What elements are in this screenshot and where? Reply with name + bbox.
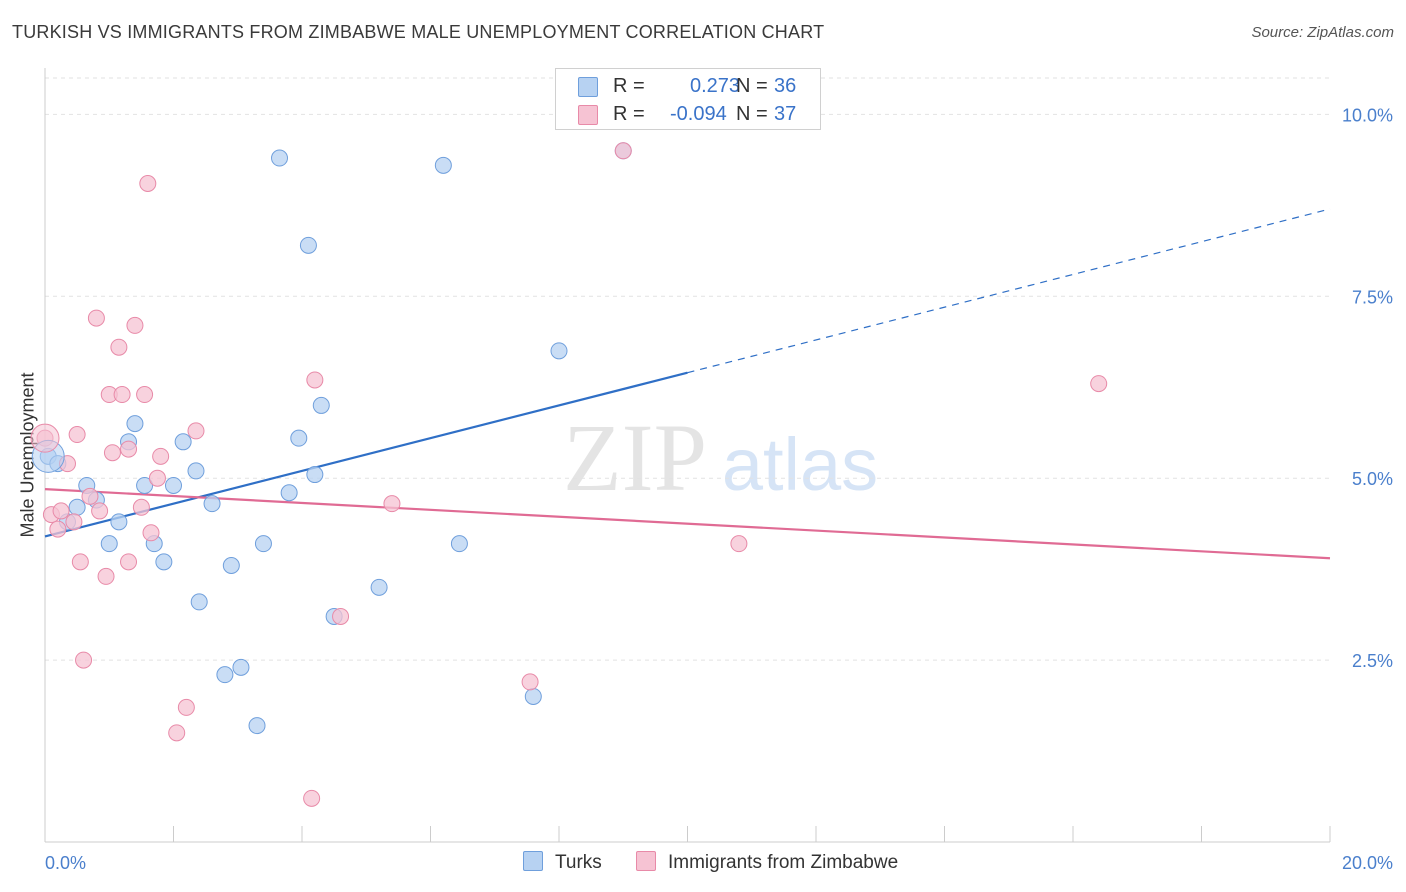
r-label: R = <box>613 103 645 125</box>
zimbabwe-point <box>126 316 144 334</box>
zimbabwe-point <box>120 440 138 458</box>
turks-point <box>68 498 86 516</box>
turks-point <box>248 717 266 735</box>
turks-point <box>290 429 308 447</box>
zimbabwe-point <box>81 487 99 505</box>
legend-item-turks: Turks <box>523 851 602 874</box>
stats-legend: R = 0.273 N = 36 R = -0.094 N = 37 <box>555 68 821 130</box>
n-label: N = <box>736 75 768 97</box>
zimbabwe-point <box>97 567 115 585</box>
grid-lines <box>45 77 1330 661</box>
y-tick-label: 5.0% <box>1352 469 1393 489</box>
turks-point <box>232 658 250 676</box>
turks-point <box>190 593 208 611</box>
zimbabwe-point <box>103 444 121 462</box>
turks-point <box>299 236 317 254</box>
y-tick-label: 10.0% <box>1342 105 1393 125</box>
y-tick-label: 2.5% <box>1352 651 1393 671</box>
watermark-atlas: atlas <box>722 423 878 506</box>
zimbabwe-trendline <box>44 488 1331 560</box>
turks-point <box>203 495 221 513</box>
r-value: 0.273 <box>690 75 741 97</box>
legend-item-zimbabwe: Immigrants from Zimbabwe <box>636 851 898 874</box>
zimbabwe-point <box>730 535 748 553</box>
turks-point <box>434 156 452 174</box>
y-tick-label: 7.5% <box>1352 287 1393 307</box>
chart-title: TURKISH VS IMMIGRANTS FROM ZIMBABWE MALE… <box>12 22 825 42</box>
zimbabwe-point <box>75 651 93 669</box>
turks-swatch <box>578 77 598 97</box>
turks-point <box>155 553 173 571</box>
turks-point <box>550 342 568 360</box>
turks-point <box>126 415 144 433</box>
n-value: 36 <box>774 75 797 97</box>
tick-labels: 2.5% 5.0% 7.5% 10.0% 0.0% 20.0% <box>45 105 1393 873</box>
x-tick-label: 20.0% <box>1342 853 1393 873</box>
turks-point <box>174 433 192 451</box>
turks-point <box>271 149 289 167</box>
turks-point <box>312 396 330 414</box>
zimbabwe-point <box>383 495 401 513</box>
zimbabwe-point <box>177 698 195 716</box>
turks-point <box>254 535 272 553</box>
zimbabwe-point <box>110 338 128 356</box>
zimbabwe-swatch <box>578 105 598 125</box>
turks-point <box>216 666 234 684</box>
zimbabwe-point <box>332 607 350 625</box>
turks-point <box>524 687 542 705</box>
turks-point <box>370 578 388 596</box>
turks-legend-label: Turks <box>555 852 602 873</box>
data-points <box>30 142 1108 807</box>
zimbabwe-point <box>306 371 324 389</box>
watermark-zip: ZIP <box>563 404 707 511</box>
zimbabwe-point <box>148 469 166 487</box>
zimbabwe-point <box>65 513 83 531</box>
turks-point <box>222 557 240 575</box>
zimbabwe-point <box>68 426 86 444</box>
r-label: R = <box>613 75 645 97</box>
turks-point <box>280 484 298 502</box>
turks-trendline-extension <box>687 208 1331 374</box>
zimbabwe-point <box>1090 375 1108 393</box>
x-tick-label: 0.0% <box>45 853 86 873</box>
zimbabwe-point <box>91 502 109 520</box>
zimbabwe-point <box>136 386 154 404</box>
n-value: 37 <box>774 103 797 125</box>
turks-point <box>110 513 128 531</box>
zimbabwe-point <box>187 422 205 440</box>
zimbabwe-point <box>49 520 67 538</box>
zimbabwe-point <box>52 502 70 520</box>
zimbabwe-point <box>132 498 150 516</box>
zimbabwe-point <box>303 789 321 807</box>
zimbabwe-point <box>120 553 138 571</box>
zimbabwe-point <box>152 447 170 465</box>
turks-point <box>450 535 468 553</box>
zimbabwe-legend-swatch <box>636 851 656 871</box>
turks-legend-swatch <box>523 851 543 871</box>
turks-trendline <box>44 371 688 538</box>
turks-point <box>306 466 324 484</box>
turks-point <box>136 476 154 494</box>
zimbabwe-point <box>168 724 186 742</box>
zimbabwe-point <box>142 524 160 542</box>
zimbabwe-point <box>87 309 105 327</box>
turks-point <box>165 476 182 494</box>
trendlines <box>44 208 1331 560</box>
zimbabwe-point-large <box>30 423 60 453</box>
n-label: N = <box>736 103 768 125</box>
source-credit: Source: ZipAtlas.com <box>1251 24 1394 41</box>
zimbabwe-legend-label: Immigrants from Zimbabwe <box>668 852 899 873</box>
r-value: -0.094 <box>670 103 727 125</box>
turks-point <box>100 535 118 553</box>
zimbabwe-point <box>614 142 632 160</box>
zimbabwe-point <box>139 175 157 193</box>
zimbabwe-point <box>521 673 539 691</box>
turks-point <box>187 462 205 480</box>
zimbabwe-point <box>71 553 89 571</box>
zimbabwe-point <box>113 386 131 404</box>
